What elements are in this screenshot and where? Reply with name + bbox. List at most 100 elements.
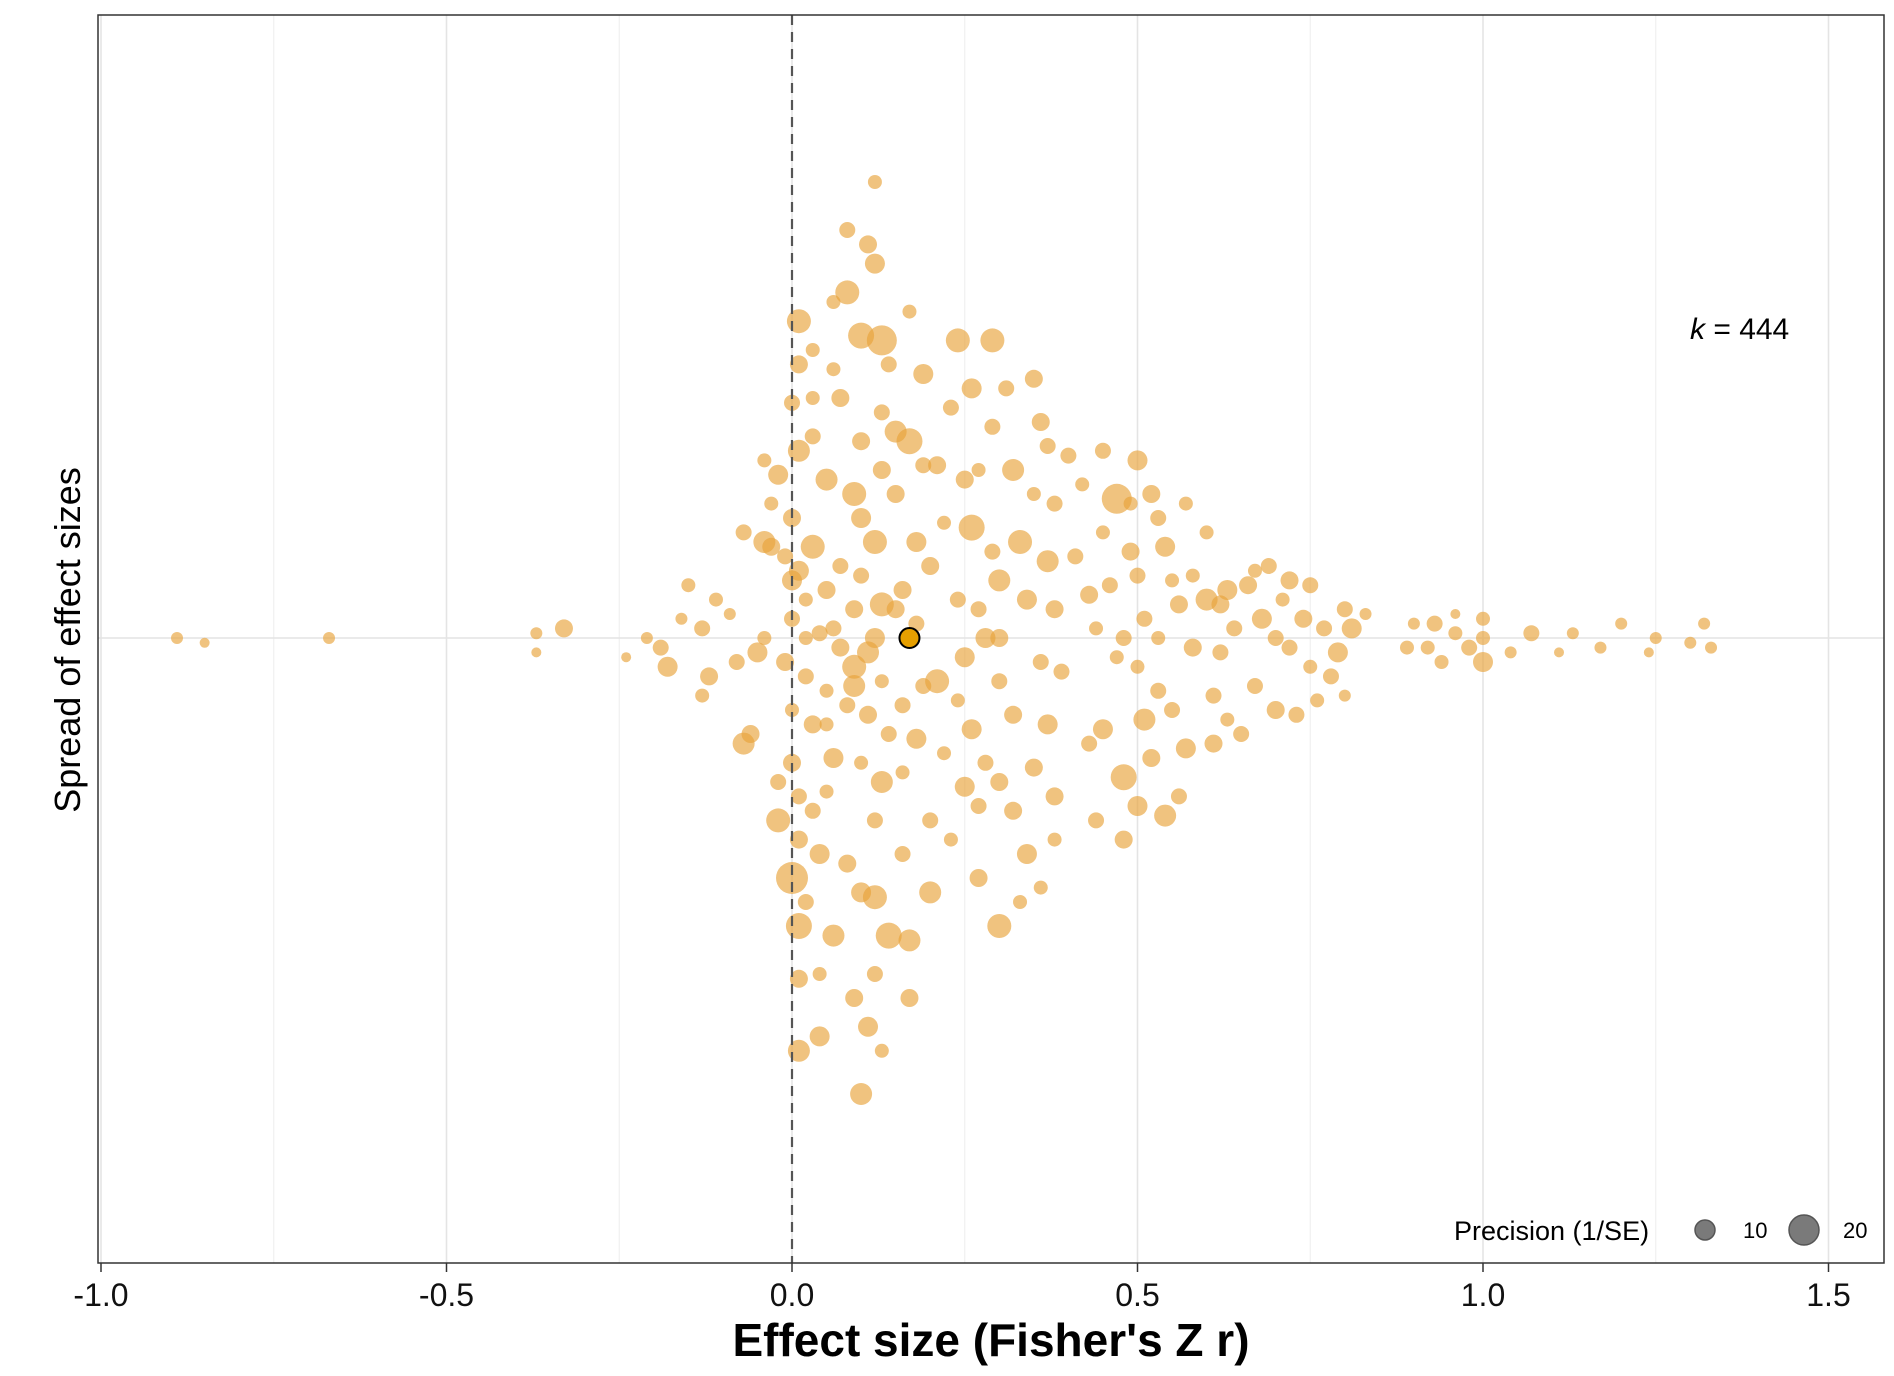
effect-point	[819, 784, 834, 799]
effect-point	[1473, 652, 1493, 672]
effect-point	[1101, 577, 1118, 594]
effect-point	[1127, 796, 1148, 816]
effect-point	[969, 869, 988, 887]
effect-point	[809, 1026, 830, 1047]
k-symbol: k	[1690, 313, 1707, 346]
effect-point	[1095, 525, 1110, 540]
effect-point	[1322, 668, 1339, 685]
effect-point	[866, 966, 883, 982]
effect-point	[1121, 542, 1140, 561]
effect-point	[990, 773, 1009, 791]
effect-point	[675, 612, 688, 625]
effect-point	[1450, 609, 1461, 619]
effect-point	[854, 755, 869, 770]
effect-point	[1338, 689, 1351, 702]
effect-point	[875, 922, 902, 949]
effect-point	[987, 914, 1012, 938]
effect-point	[1024, 369, 1043, 388]
effect-point	[640, 632, 653, 644]
effect-point	[1115, 630, 1132, 646]
effect-point	[776, 862, 808, 894]
effect-point	[797, 668, 814, 685]
pooled-estimate-point	[898, 627, 921, 649]
effect-point	[1359, 608, 1372, 620]
effect-point	[902, 304, 917, 319]
effect-point	[895, 765, 910, 780]
effect-point	[804, 428, 821, 445]
effect-point	[832, 558, 849, 574]
effect-point	[323, 632, 336, 644]
effect-point	[900, 989, 919, 1007]
effect-point	[804, 802, 821, 819]
effect-point	[915, 457, 932, 474]
effect-point	[768, 464, 789, 485]
effect-point	[700, 667, 719, 686]
effect-point	[928, 456, 947, 475]
effect-point	[1426, 615, 1443, 632]
effect-point	[921, 557, 940, 575]
effect-point	[1039, 438, 1056, 454]
effect-point	[886, 600, 905, 619]
effect-point	[1407, 617, 1420, 630]
effect-point	[652, 639, 669, 656]
effect-point	[1266, 701, 1285, 719]
effect-point	[954, 647, 975, 668]
effect-point	[1109, 650, 1124, 665]
effect-point	[1150, 510, 1167, 526]
panel-border	[97, 14, 1885, 1264]
effect-point	[1615, 617, 1628, 630]
effect-point	[842, 482, 867, 506]
effect-point	[1698, 617, 1711, 630]
effect-point	[798, 631, 813, 645]
effect-point	[1185, 568, 1200, 583]
effect-point	[803, 715, 822, 734]
k-value: = 444	[1705, 313, 1789, 346]
effect-point	[1336, 601, 1353, 618]
effect-point	[894, 846, 911, 862]
effect-point	[1130, 659, 1145, 674]
effect-point	[975, 628, 996, 648]
effect-point	[1267, 630, 1284, 646]
effect-point	[867, 175, 882, 189]
effect-point	[1684, 636, 1697, 649]
effect-point	[1594, 641, 1607, 654]
effect-point	[1037, 714, 1058, 735]
effect-point	[789, 969, 808, 988]
x-tick-label: 1.5	[1806, 1277, 1850, 1313]
effect-point	[809, 844, 830, 864]
effect-point	[859, 705, 878, 724]
effect-point	[1461, 639, 1478, 656]
legend-label-10: 10	[1743, 1218, 1767, 1243]
effect-point	[858, 1016, 879, 1037]
effect-point	[812, 967, 827, 981]
legend-title: Precision (1/SE)	[1454, 1216, 1649, 1246]
effect-point	[893, 581, 912, 599]
effect-point	[1705, 641, 1718, 654]
effect-point	[1150, 682, 1167, 699]
pooled-estimate	[898, 627, 921, 649]
effect-point	[906, 728, 927, 749]
effect-point	[1154, 804, 1177, 827]
effect-point	[866, 325, 897, 356]
effect-point	[786, 309, 811, 334]
x-tick-label: 0.5	[1115, 1277, 1159, 1313]
effect-point	[1246, 678, 1263, 694]
effect-point	[851, 508, 872, 528]
effect-point	[906, 532, 927, 552]
effect-point	[723, 608, 736, 620]
x-tick-label: -0.5	[419, 1277, 474, 1313]
effect-point	[1114, 830, 1133, 849]
effect-point	[757, 631, 772, 645]
effect-point	[785, 703, 799, 717]
x-tick-label: -1.0	[73, 1277, 128, 1313]
effect-point	[894, 697, 911, 714]
effect-point	[787, 439, 810, 462]
effect-point	[1142, 749, 1161, 767]
effect-point	[1046, 495, 1063, 512]
data-points	[171, 175, 1718, 1105]
legend: Precision (1/SE) 10 20	[1454, 1214, 1867, 1246]
effect-point	[1554, 647, 1565, 658]
effect-point	[817, 581, 836, 599]
effect-point	[1045, 600, 1064, 619]
effect-point	[1129, 567, 1146, 584]
